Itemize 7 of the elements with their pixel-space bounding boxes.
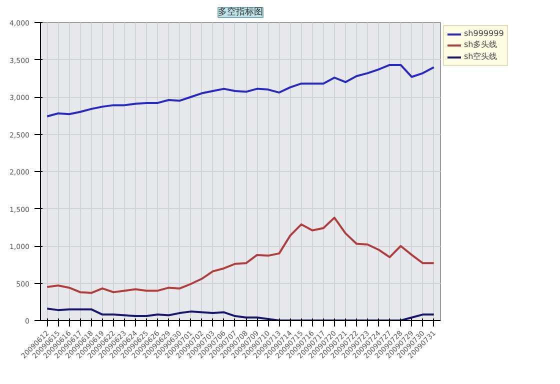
legend-label: sh999999: [464, 29, 504, 38]
legend-label: sh空头线: [464, 51, 498, 62]
chart-title: 多空指标图: [218, 6, 263, 18]
line-series: [46, 64, 435, 118]
legend-label: sh多头线: [464, 39, 498, 50]
line-series: [46, 308, 435, 320]
line-series: [46, 216, 435, 294]
